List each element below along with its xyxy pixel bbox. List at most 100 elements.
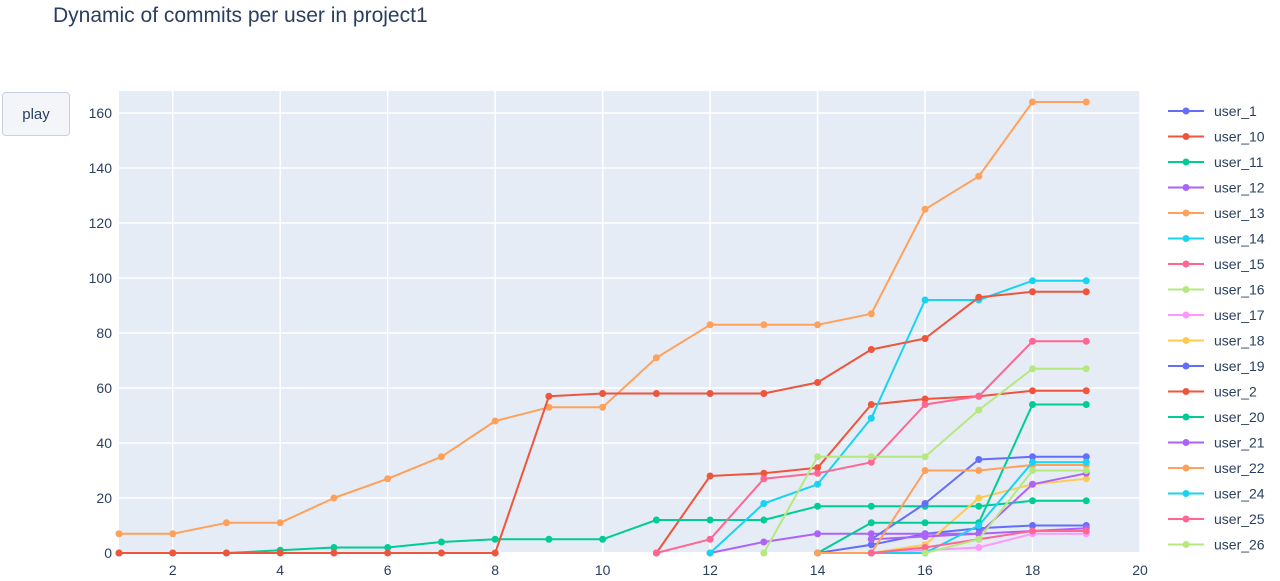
legend-item[interactable]: user_14 [1168,231,1265,247]
data-point [760,538,768,546]
legend-item[interactable]: user_11 [1168,154,1264,170]
y-tick-label: 60 [96,380,112,396]
data-point [1082,387,1090,395]
legend-item[interactable]: user_25 [1168,511,1265,527]
data-point [975,456,983,463]
data-point [706,549,714,557]
legend-label: user_12 [1214,180,1265,196]
series-user-13 [115,98,1090,538]
legend-label: user_10 [1214,129,1265,145]
data-point [814,502,822,510]
y-tick-label: 120 [89,215,113,231]
data-point [1082,453,1090,461]
data-point [599,390,607,397]
data-point [1029,288,1037,296]
legend-item[interactable]: user_18 [1168,333,1265,349]
legend-label: user_25 [1214,511,1265,527]
legend-swatch-marker [1182,490,1190,497]
data-point [760,390,768,397]
data-point [921,467,929,474]
legend-label: user_18 [1214,333,1265,349]
data-point [652,354,660,362]
x-tick-label: 16 [917,562,933,578]
data-point [706,321,714,329]
data-point [814,379,822,386]
data-point [867,549,875,557]
data-point [1082,98,1090,106]
legend-label: user_26 [1214,537,1265,553]
series-line [817,524,1087,554]
legend-label: user_16 [1214,282,1265,298]
data-point [1029,480,1037,488]
data-point [975,293,983,301]
data-point [545,535,553,543]
legend-item[interactable]: user_2 [1168,384,1257,400]
data-point [867,346,875,353]
x-axis-ticks: 2 4 6 8 10 12 14 16 18 20 [169,562,1148,578]
data-point [1029,98,1037,106]
data-point [760,321,768,329]
data-point [921,453,929,461]
legend-item[interactable]: user_13 [1168,205,1265,221]
data-point [867,530,875,538]
series-layer [115,98,1090,557]
data-point [1082,497,1090,505]
data-point [330,494,338,502]
legend-label: user_13 [1214,205,1265,221]
data-point [1029,522,1037,529]
data-point [384,549,392,557]
play-button[interactable]: play [2,92,70,136]
data-point [652,549,660,557]
series-line [817,403,1087,554]
x-tick-label: 4 [276,562,284,578]
data-point [1082,277,1090,285]
data-point [814,469,822,477]
data-point [599,535,607,543]
x-tick-label: 6 [384,562,392,578]
x-tick-label: 18 [1025,562,1041,578]
legend-item[interactable]: user_17 [1168,307,1265,323]
legend-item[interactable]: user_10 [1168,129,1265,145]
legend-label: user_21 [1214,435,1265,451]
data-point [975,406,983,414]
data-point [921,401,929,408]
data-point [921,395,929,403]
data-point [975,172,983,180]
legend-item[interactable]: user_12 [1168,180,1265,196]
legend-swatch-marker [1182,362,1190,370]
legend-item[interactable]: user_20 [1168,409,1265,425]
y-tick-label: 80 [96,325,112,341]
legend-label: user_2 [1214,384,1257,400]
x-tick-label: 12 [702,562,718,578]
data-point [867,453,875,461]
data-point [975,494,983,502]
legend-item[interactable]: user_19 [1168,358,1265,374]
legend-item[interactable]: user_22 [1168,460,1265,476]
series-user-16 [760,365,1090,557]
data-point [706,516,714,524]
legend-item[interactable]: user_24 [1168,486,1265,502]
series-user-15 [652,337,1090,557]
data-point [921,544,929,551]
data-point [1029,401,1037,408]
data-point [921,533,929,540]
legend-item[interactable]: user_16 [1168,282,1265,298]
legend-item[interactable]: user_26 [1168,537,1265,553]
data-point [1029,453,1037,461]
legend-item[interactable]: user_21 [1168,435,1265,451]
legend-swatch-marker [1182,464,1190,472]
legend-item[interactable]: user_1 [1168,103,1257,119]
data-point [1029,497,1037,505]
data-point [1029,365,1037,373]
data-point [814,549,822,557]
data-point [330,544,338,551]
data-point [222,519,230,527]
data-point [1082,467,1090,474]
legend-item[interactable]: user_15 [1168,256,1265,272]
legend-swatch-marker [1182,388,1190,395]
legend-swatch-marker [1182,413,1190,421]
data-point [491,549,499,557]
data-point [760,549,768,557]
data-point [1029,527,1037,535]
data-point [1029,387,1037,395]
